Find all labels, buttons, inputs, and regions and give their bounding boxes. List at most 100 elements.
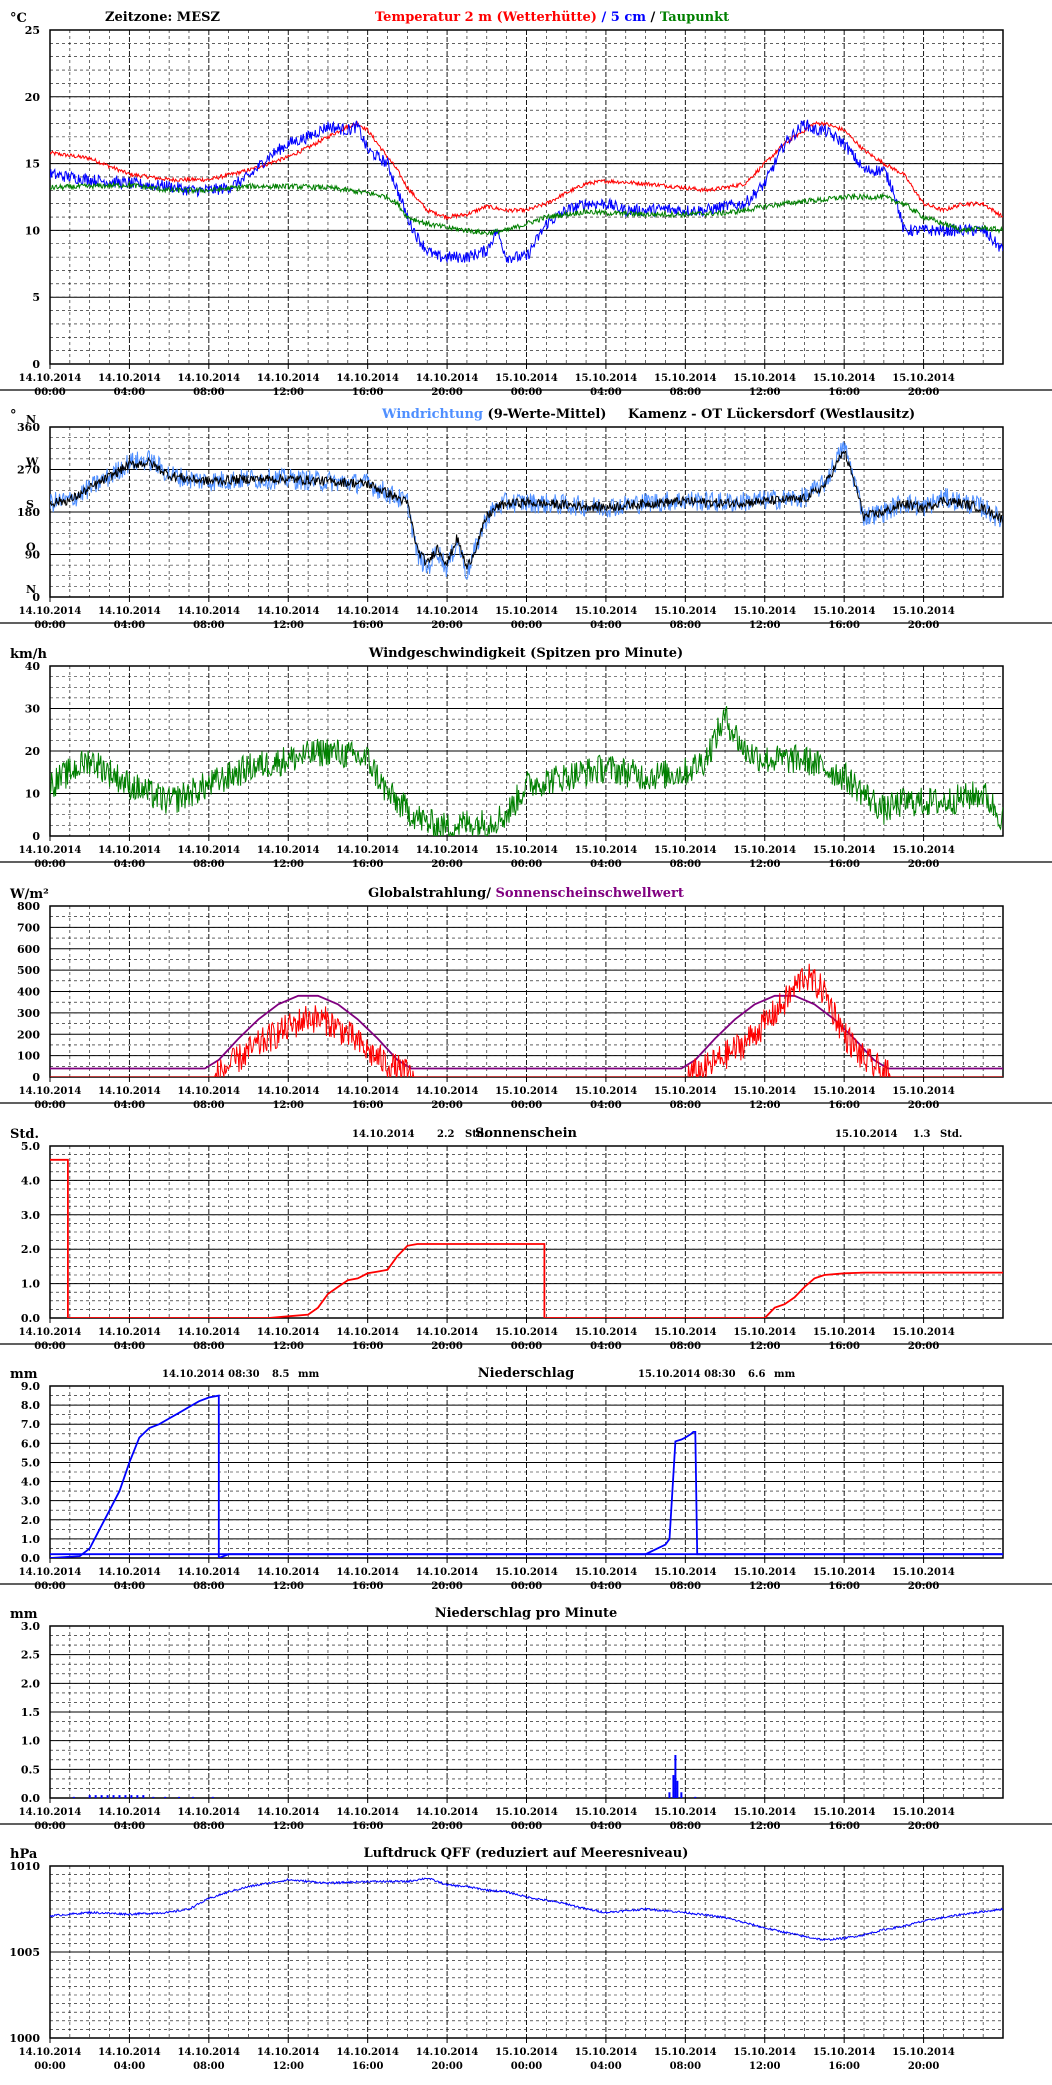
x-tick-time: 20:00 <box>431 620 463 631</box>
x-tick-time: 16:00 <box>352 387 384 398</box>
x-tick-date: 14.10.2014 <box>19 373 82 384</box>
x-tick-date: 14.10.2014 <box>416 1567 479 1578</box>
x-tick-date: 14.10.2014 <box>257 606 320 617</box>
x-tick-time: 12:00 <box>272 1100 304 1111</box>
x-tick-time: 12:00 <box>749 1341 781 1352</box>
x-tick-date: 15.10.2014 <box>733 2047 796 2058</box>
axis-unit: ° <box>10 408 17 423</box>
x-tick-time: 00:00 <box>511 1581 543 1592</box>
x-tick-time: 12:00 <box>749 1100 781 1111</box>
x-tick-time: 08:00 <box>193 1100 225 1111</box>
x-tick-date: 14.10.2014 <box>178 1327 241 1338</box>
x-tick-date: 15.10.2014 <box>892 373 955 384</box>
y-tick-label: 15 <box>25 158 40 171</box>
y-tick-label: 0.5 <box>21 1763 40 1776</box>
x-tick-time: 00:00 <box>34 1100 66 1111</box>
axis-unit: Std. <box>10 1127 39 1142</box>
compass-label: S <box>26 498 34 511</box>
x-tick-date: 14.10.2014 <box>416 2047 479 2058</box>
x-tick-time: 04:00 <box>590 1821 622 1832</box>
x-tick-time: 04:00 <box>114 2061 146 2072</box>
series-luftdruck <box>50 1877 1003 1942</box>
x-tick-date: 15.10.2014 <box>654 1327 717 1338</box>
x-tick-date: 14.10.2014 <box>416 606 479 617</box>
x-tick-time: 00:00 <box>511 620 543 631</box>
y-tick-label: 4.0 <box>21 1476 40 1489</box>
panel-press: 1000 1005 1010 14.10.2014 00:00 14.10.2014 04:… <box>9 1846 1004 2072</box>
y-tick-label: 0.0 <box>21 1552 40 1565</box>
y-tick-label: 2.0 <box>21 1243 40 1256</box>
x-tick-date: 14.10.2014 <box>257 1807 320 1818</box>
y-tick-label: 20 <box>25 91 41 104</box>
x-tick-date: 15.10.2014 <box>733 845 796 856</box>
x-tick-date: 15.10.2014 <box>575 1807 638 1818</box>
x-tick-time: 20:00 <box>431 859 463 870</box>
title-part: Kamenz - OT Lückersdorf (Westlausitz) <box>628 407 915 422</box>
x-tick-date: 15.10.2014 <box>575 373 638 384</box>
y-tick-label: 0.0 <box>21 1792 40 1805</box>
x-tick-date: 15.10.2014 <box>733 1086 796 1097</box>
x-tick-time: 12:00 <box>272 387 304 398</box>
x-tick-date: 15.10.2014 <box>575 2047 638 2058</box>
y-tick-label: 2.5 <box>21 1649 40 1662</box>
series-windgeschwindigkeit <box>50 705 1003 836</box>
x-tick-date: 15.10.2014 <box>575 1327 638 1338</box>
x-tick-time: 00:00 <box>34 620 66 631</box>
x-tick-date: 14.10.2014 <box>98 845 161 856</box>
y-tick-label: 10 <box>25 224 41 237</box>
annot-value: 1.3 <box>913 1129 930 1140</box>
axis-unit: km/h <box>10 647 48 662</box>
x-tick-date: 15.10.2014 <box>575 1086 638 1097</box>
title-part: Niederschlag <box>478 1366 574 1381</box>
x-tick-time: 04:00 <box>590 1341 622 1352</box>
series-sonnenschein <box>50 1158 1003 1318</box>
x-tick-time: 16:00 <box>828 620 860 631</box>
x-tick-date: 15.10.2014 <box>813 1086 876 1097</box>
x-tick-date: 15.10.2014 <box>813 845 876 856</box>
x-tick-date: 15.10.2014 <box>654 845 717 856</box>
y-tick-label: 20 <box>25 745 41 758</box>
annot-unit: Std. <box>465 1129 487 1140</box>
x-tick-time: 12:00 <box>749 2061 781 2072</box>
x-tick-time: 00:00 <box>34 1341 66 1352</box>
annot-date: 15.10.2014 <box>835 1129 898 1140</box>
axis-unit: W/m² <box>9 887 49 902</box>
x-tick-time: 16:00 <box>352 859 384 870</box>
x-tick-date: 15.10.2014 <box>575 845 638 856</box>
x-tick-time: 12:00 <box>749 1581 781 1592</box>
panel-title: Luftdruck QFF (reduziert auf Meeresnivea… <box>364 1846 689 1861</box>
annot-value: 8.5 <box>272 1369 289 1380</box>
x-tick-date: 15.10.2014 <box>813 373 876 384</box>
x-tick-time: 20:00 <box>908 1581 940 1592</box>
x-tick-time: 20:00 <box>431 387 463 398</box>
series-niederschlag-day2 <box>50 1431 1003 1556</box>
y-tick-label: 1.0 <box>21 1533 40 1546</box>
x-tick-time: 08:00 <box>670 859 702 870</box>
x-tick-date: 14.10.2014 <box>98 606 161 617</box>
x-tick-date: 14.10.2014 <box>178 1086 241 1097</box>
x-tick-time: 08:00 <box>193 1341 225 1352</box>
x-tick-time: 12:00 <box>272 620 304 631</box>
title-part: (9-Werte-Mittel) <box>483 407 606 422</box>
y-tick-label: 7.0 <box>21 1418 40 1431</box>
panel-title: Windgeschwindigkeit (Spitzen pro Minute) <box>368 646 683 661</box>
x-tick-date: 14.10.2014 <box>178 2047 241 2058</box>
x-tick-date: 14.10.2014 <box>19 1086 82 1097</box>
y-tick-label: 0 <box>32 830 40 843</box>
y-tick-label: 300 <box>17 1007 40 1020</box>
x-tick-date: 14.10.2014 <box>257 2047 320 2058</box>
x-tick-time: 12:00 <box>272 1341 304 1352</box>
y-tick-label: 9.0 <box>21 1380 40 1393</box>
x-tick-time: 16:00 <box>828 1341 860 1352</box>
x-tick-date: 14.10.2014 <box>257 1086 320 1097</box>
title-part: / <box>646 10 660 25</box>
y-tick-label: 0 <box>32 591 40 604</box>
x-tick-date: 14.10.2014 <box>19 1807 82 1818</box>
x-tick-time: 08:00 <box>670 1100 702 1111</box>
series-9-werte-mittel <box>50 450 1003 570</box>
x-tick-time: 20:00 <box>908 1341 940 1352</box>
y-tick-label: 2.0 <box>21 1677 40 1690</box>
x-tick-date: 15.10.2014 <box>495 1567 558 1578</box>
panel-wdir: 0 90 180 270 360 14.10.2014 00:00 14.10.2014 04:… <box>0 407 1052 631</box>
x-tick-time: 00:00 <box>34 1581 66 1592</box>
